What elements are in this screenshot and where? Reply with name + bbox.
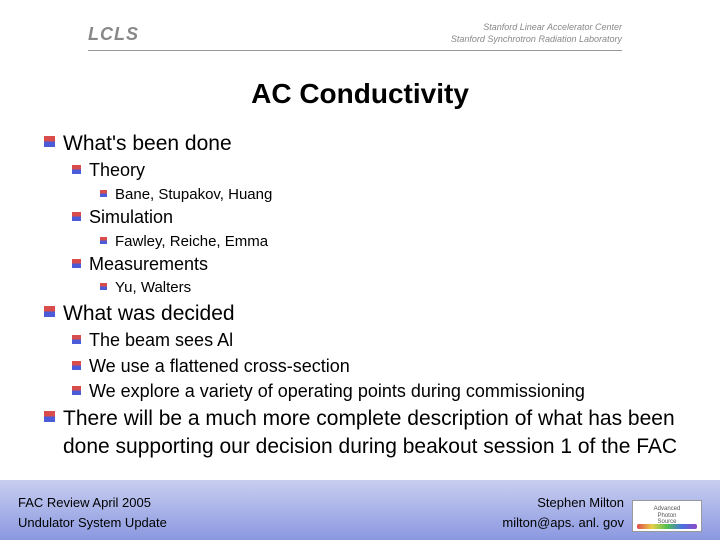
bullet-lvl1: There will be a much more complete descr… (44, 405, 680, 460)
bullet-lvl1: What's been done (44, 130, 680, 157)
bullet-text: Bane, Stupakov, Huang (115, 185, 272, 205)
bullet-icon (72, 259, 81, 268)
bullet-icon (72, 165, 81, 174)
bullet-icon (72, 335, 81, 344)
bullet-lvl2: We explore a variety of operating points… (72, 380, 680, 403)
bullet-text: The beam sees Al (89, 329, 233, 352)
bullet-text: Yu, Walters (115, 278, 191, 298)
content-area: What's been done Theory Bane, Stupakov, … (44, 130, 680, 462)
bullet-icon (72, 361, 81, 370)
slac-org-text: Stanford Linear Accelerator Center Stanf… (451, 22, 622, 45)
bullet-lvl1: What was decided (44, 300, 680, 327)
footer-left: FAC Review April 2005 Undulator System U… (18, 493, 167, 532)
bullet-icon (72, 386, 81, 395)
bullet-icon (100, 283, 107, 290)
bullet-lvl2: Simulation (72, 206, 680, 229)
bullet-icon (44, 411, 55, 422)
footer: FAC Review April 2005 Undulator System U… (18, 493, 702, 532)
bullet-lvl2: We use a flattened cross-section (72, 355, 680, 378)
bullet-icon (44, 136, 55, 147)
bullet-lvl3: Bane, Stupakov, Huang (100, 185, 680, 205)
footer-review: FAC Review April 2005 (18, 493, 167, 513)
bullet-text: Theory (89, 159, 145, 182)
bullet-lvl3: Yu, Walters (100, 278, 680, 298)
header: LCLS Stanford Linear Accelerator Center … (88, 18, 622, 50)
footer-author: Stephen Milton (502, 493, 624, 513)
org-line1: Stanford Linear Accelerator Center (451, 22, 622, 34)
header-divider (88, 50, 622, 51)
footer-subtitle: Undulator System Update (18, 513, 167, 533)
bullet-lvl2: The beam sees Al (72, 329, 680, 352)
aps-line2: Photon (657, 513, 676, 520)
bullet-text: Fawley, Reiche, Emma (115, 232, 268, 252)
footer-right: Stephen Milton milton@aps. anl. gov (502, 493, 624, 532)
bullet-text: What's been done (63, 130, 232, 157)
bullet-lvl2: Measurements (72, 253, 680, 276)
lcls-logo: LCLS (88, 24, 139, 45)
org-line2: Stanford Synchrotron Radiation Laborator… (451, 34, 622, 46)
bullet-lvl2: Theory (72, 159, 680, 182)
bullet-icon (100, 190, 107, 197)
bullet-text: What was decided (63, 300, 235, 327)
bullet-icon (44, 306, 55, 317)
aps-line1: Advanced (654, 506, 681, 513)
bullet-icon (72, 212, 81, 221)
bullet-lvl3: Fawley, Reiche, Emma (100, 232, 680, 252)
bullet-text: Measurements (89, 253, 208, 276)
bullet-text: There will be a much more complete descr… (63, 405, 680, 460)
bullet-icon (100, 237, 107, 244)
slide-title: AC Conductivity (0, 78, 720, 110)
bullet-text: We use a flattened cross-section (89, 355, 350, 378)
bullet-text: We explore a variety of operating points… (89, 380, 585, 403)
aps-logo: Advanced Photon Source (632, 500, 702, 532)
bullet-text: Simulation (89, 206, 173, 229)
aps-rainbow-icon (637, 524, 697, 529)
footer-email: milton@aps. anl. gov (502, 513, 624, 533)
